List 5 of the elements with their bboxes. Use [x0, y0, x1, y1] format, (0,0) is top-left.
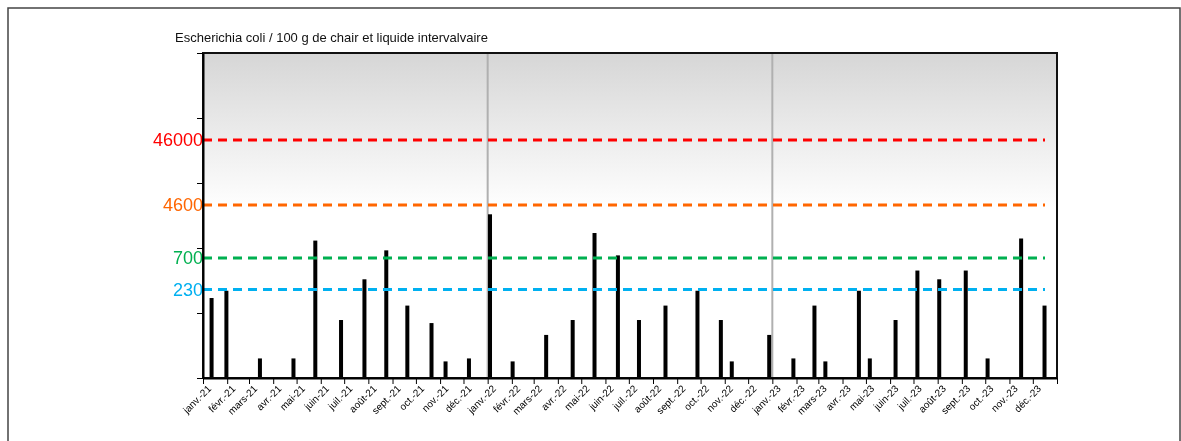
ref-line-label: 230	[172, 279, 203, 300]
chart-title: Escherichia coli / 100 g de chair et liquide intervalvaire	[175, 30, 488, 45]
ref-line-label: 46000	[152, 130, 203, 151]
ref-line-label: 700	[172, 248, 203, 269]
ref-line-label: 4600	[162, 195, 203, 216]
